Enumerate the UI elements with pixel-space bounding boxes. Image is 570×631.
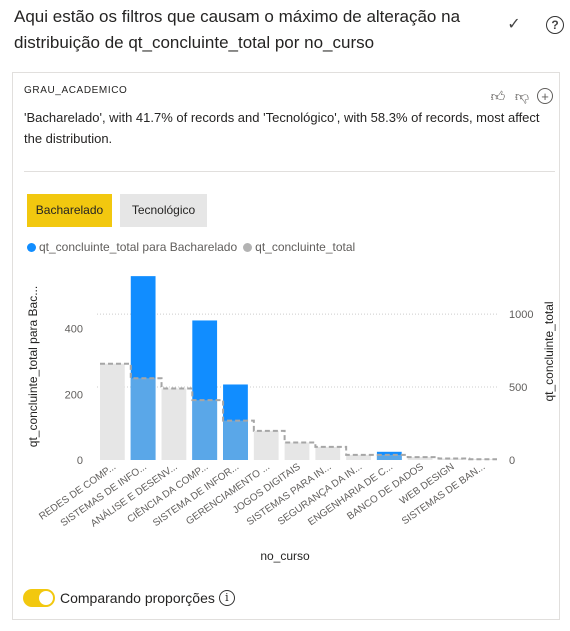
legend-label: qt_concluinte_total para Bacharelado (39, 240, 238, 254)
y-tick-right: 0 (509, 455, 515, 467)
check-icon[interactable]: ✓ (507, 16, 521, 33)
legend-item-total: qt_concluinte_total (243, 240, 355, 254)
y-tick-right: 500 (509, 382, 527, 394)
legend-dot-blue (27, 242, 36, 252)
page-title: Aqui estão os filtros que causam o máxim… (14, 7, 461, 52)
help-icon[interactable]: ? (546, 16, 564, 34)
thumbs-up-icon[interactable]: 👍︎ (490, 88, 506, 104)
bar-total (253, 430, 279, 460)
filter-button-tecnologico[interactable]: Tecnológico (120, 194, 207, 227)
thumbs-down-icon[interactable]: 👎︎ (514, 88, 530, 104)
divider (24, 171, 555, 172)
info-icon[interactable]: i (218, 590, 235, 606)
attribute-label: GRAU_ACADEMICO (24, 85, 128, 96)
x-axis-label: no_curso (260, 549, 310, 563)
legend-dot-gray (243, 242, 253, 252)
bar-overlap (130, 378, 156, 460)
bar-chart: 0 200 400 0 500 1000 qt_concluinte_total para … (26, 276, 556, 563)
card-icons: 👍︎ 👎︎ + (489, 87, 553, 105)
bar-overlap (223, 420, 248, 460)
bar-total (284, 442, 310, 460)
insight-card: GRAU_ACADEMICO 👍︎ 👎︎ + 'Bacharelado', wi… (12, 72, 560, 620)
bar-total (100, 363, 125, 460)
compare-proportions-toggle[interactable] (23, 589, 55, 607)
legend-label: qt_concluinte_total (255, 240, 356, 254)
bar-total (407, 457, 433, 460)
bar-overlap (376, 454, 402, 460)
insight-description: 'Bacharelado', with 41.7% of records and… (24, 110, 540, 146)
y-axis-label-right: qt_concluinte_total (542, 301, 556, 401)
legend-item-bacharelado: qt_concluinte_total para Bacharelado (27, 240, 237, 254)
y-tick-left: 0 (77, 455, 83, 467)
bar-total (161, 388, 187, 460)
toggle-row: Comparando proporções i (23, 589, 235, 607)
y-axis-label-left: qt_concluinte_total para Bac... (26, 286, 40, 447)
bar-total (346, 454, 371, 460)
chart-legend: qt_concluinte_total para Bacharelado qt_… (27, 240, 361, 254)
bar-total (315, 446, 341, 460)
bar-overlap (192, 400, 218, 460)
plus-circle-icon[interactable]: + (537, 88, 553, 104)
bar-total (469, 459, 494, 460)
y-tick-right: 1000 (509, 309, 533, 321)
y-tick-left: 400 (65, 324, 83, 336)
y-tick-left: 200 (65, 389, 83, 401)
filter-button-bacharelado[interactable]: Bacharelado (27, 194, 112, 227)
toggle-label: Comparando proporções (60, 590, 215, 606)
bar-total (438, 458, 464, 460)
